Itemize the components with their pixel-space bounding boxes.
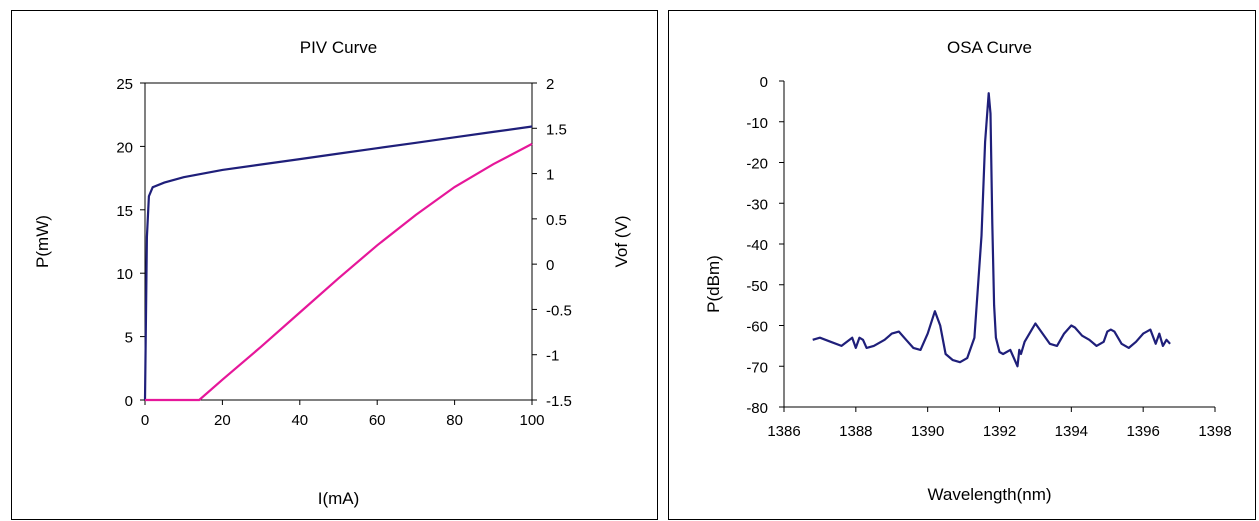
x-axis-label: I(mA) [318,489,360,508]
y2-tick-label: -0.5 [546,302,572,319]
x-tick-label: 1392 [983,423,1016,440]
x-tick-label: 1398 [1198,423,1231,440]
y-tick-label: 25 [116,76,133,93]
x-tick-label: 80 [446,412,463,429]
y2-tick-label: 0 [546,257,554,274]
x-tick-label: 1388 [839,423,872,440]
y-tick-label: -40 [746,237,768,254]
y-tick-label: 10 [116,266,133,283]
x-tick-label: 1394 [1055,423,1088,440]
y-axis-label: P(dBm) [704,255,723,313]
plot-frame [144,82,533,401]
y2-tick-label: 1 [546,167,554,184]
x-tick-label: 1390 [911,423,944,440]
x-tick-label: 100 [519,412,544,429]
series-line-1 [145,142,533,402]
chart-title: PIV Curve [300,38,377,57]
series-line-0 [143,125,533,401]
osa-chart-panel: OSA Curve 1386 1388 1390 1392 1394 1396 1398 0 -1… [668,10,1256,520]
y-tick-label: -20 [746,156,768,173]
y2-tick-label: 0.5 [546,212,567,229]
y-tick-label: -10 [746,115,768,132]
y2-tick-label: 2 [546,76,554,93]
y2-tick-label: -1 [546,348,559,365]
chart-title: OSA Curve [947,38,1032,57]
x-tick-label: 60 [369,412,386,429]
x-tick-label: 20 [214,412,231,429]
y-tick-label: -80 [746,400,768,417]
x-tick-label: 40 [291,412,308,429]
x-axis-label: Wavelength(nm) [927,485,1051,504]
y-tick-label: -60 [746,319,768,336]
y-tick-label: 15 [116,203,133,220]
y2-axis-label: Vof (V) [612,216,631,268]
y-tick-label: 0 [760,74,768,91]
x-tick-label: 0 [141,412,149,429]
y-tick-label: 20 [116,139,133,156]
y-axis-label: P(mW) [33,215,52,268]
series-line-0 [812,92,1171,368]
y-tick-label: 5 [125,330,133,347]
x-tick-label: 1386 [767,423,800,440]
y-tick-label: 0 [125,393,133,410]
y-tick-label: -50 [746,278,768,295]
osa-chart: OSA Curve 1386 1388 1390 1392 1394 1396 1398 0 -1… [704,38,1232,504]
y-tick-label: -30 [746,196,768,213]
y2-tick-label: 1.5 [546,121,567,138]
y-tick-label: -70 [746,359,768,376]
piv-chart-panel: PIV Curve 0 20 40 60 80 100 0 5 10 15 20 25 -1.5 -1 -0.… [11,10,658,520]
y2-tick-label: -1.5 [546,393,572,410]
x-tick-label: 1396 [1126,423,1159,440]
